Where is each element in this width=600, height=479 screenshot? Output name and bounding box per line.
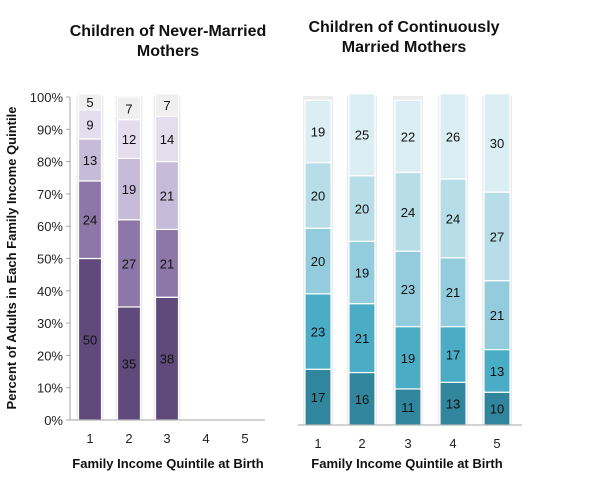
data-label: 5 — [86, 95, 93, 110]
data-label: 11 — [401, 400, 415, 415]
y-tick-label: 30% — [37, 316, 63, 331]
data-label: 21 — [490, 308, 504, 323]
y-tick-label: 60% — [37, 219, 63, 234]
chart-title-line-1: Children of Continuously — [308, 19, 499, 36]
bar-segment-q2-s5 — [116, 96, 142, 121]
bar-segment-q1-s4 — [304, 162, 332, 229]
data-label: 19 — [355, 265, 369, 280]
data-label: 27 — [490, 229, 504, 244]
bar-segment-q1-s5 — [77, 93, 103, 111]
data-label: 20 — [311, 188, 325, 203]
y-tick-label: 10% — [37, 381, 63, 396]
chart-title-line-1: Children of Never-Married — [70, 23, 266, 40]
bar-segment-q1-s5 — [304, 99, 332, 164]
bar-segment-q2-s5 — [348, 93, 376, 177]
x-tick-label: 2 — [125, 431, 132, 446]
data-label: 38 — [160, 352, 174, 367]
bar-segment-q2-s1 — [348, 371, 376, 426]
x-tick-label: 1 — [314, 436, 321, 451]
bar-segment-q3-s5 — [154, 93, 180, 117]
data-label: 9 — [86, 117, 93, 132]
data-label: 12 — [122, 132, 136, 147]
never-married-chart: Children of Never-Married Mothers 0% 10% 2… — [4, 23, 266, 471]
data-label: 21 — [355, 331, 369, 346]
data-label: 19 — [122, 182, 136, 197]
x-tick-label: 3 — [404, 436, 411, 451]
y-tick-label: 80% — [37, 155, 63, 170]
bar-segment-q3-s2 — [394, 326, 422, 390]
y-axis-label: Percent of Adults in Each Family Income … — [4, 107, 19, 410]
data-label: 13 — [446, 397, 460, 412]
data-label: 20 — [311, 254, 325, 269]
bar-segment-q3-s4 — [394, 171, 422, 252]
x-tick-label: 4 — [202, 431, 209, 446]
y-tick-label: 100% — [30, 90, 64, 105]
data-label: 16 — [355, 392, 369, 407]
data-label: 30 — [490, 136, 504, 151]
y-tick-label: 90% — [37, 122, 63, 137]
y-tick-label: 20% — [37, 348, 63, 363]
bar-segment-q3-s3 — [394, 250, 422, 328]
bar-segment-q3-s5 — [394, 99, 422, 174]
x-axis-label: Family Income Quintile at Birth — [72, 456, 263, 471]
bar-segment-q5-s2 — [483, 348, 511, 393]
data-label: 21 — [160, 189, 174, 204]
x-tick-label: 5 — [493, 436, 500, 451]
data-label: 21 — [160, 256, 174, 271]
x-tick-label: 4 — [449, 436, 456, 451]
data-label: 10 — [490, 402, 504, 417]
x-tick-label: 2 — [358, 436, 365, 451]
continuously-married-chart: Children of Continuously Married Mothers… — [298, 19, 522, 471]
data-label: 50 — [83, 332, 97, 347]
data-label: 22 — [401, 129, 415, 144]
bar-segment-q1-s2 — [304, 293, 332, 370]
bar-segment-q1-s3 — [304, 227, 332, 295]
data-label: 23 — [311, 325, 325, 340]
bar-segment-q1-s1 — [304, 368, 332, 426]
bar-segment-q2-s3 — [348, 240, 376, 305]
data-label: 13 — [490, 364, 504, 379]
data-label: 21 — [446, 285, 460, 300]
x-tick-label: 1 — [86, 431, 93, 446]
data-label: 24 — [83, 213, 97, 228]
data-label: 20 — [355, 202, 369, 217]
y-tick-label: 0% — [44, 413, 63, 428]
data-label: 17 — [446, 347, 460, 362]
data-label: 14 — [160, 132, 174, 147]
x-axis-label: Family Income Quintile at Birth — [311, 456, 502, 471]
data-label: 17 — [311, 390, 325, 405]
bar-segment-q5-s3 — [483, 280, 511, 351]
data-label: 19 — [401, 351, 415, 366]
bar-segment-q4-s5 — [439, 93, 467, 180]
data-label: 27 — [122, 256, 136, 271]
data-label: 19 — [311, 124, 325, 139]
bar-segment-q2-s4 — [348, 175, 376, 242]
chart-title-line-2: Married Mothers — [342, 39, 467, 56]
data-label: 35 — [122, 356, 136, 371]
bar-segment-q5-s4 — [483, 191, 511, 282]
x-tick-label: 5 — [241, 431, 248, 446]
data-label: 7 — [163, 98, 170, 113]
data-label: 7 — [125, 101, 132, 116]
data-label: 26 — [446, 129, 460, 144]
bar-segment-q4-s2 — [439, 326, 467, 383]
data-label: 24 — [446, 211, 460, 226]
y-tick-label: 70% — [37, 187, 63, 202]
data-label: 23 — [401, 282, 415, 297]
y-tick-label: 40% — [37, 284, 63, 299]
chart-title-line-2: Mothers — [137, 43, 199, 60]
y-tick-label: 50% — [37, 252, 63, 267]
bar-segment-q5-s5 — [483, 93, 511, 193]
data-label: 24 — [401, 205, 415, 220]
data-label: 13 — [83, 153, 97, 168]
x-tick-label: 3 — [163, 431, 170, 446]
data-label: 25 — [355, 128, 369, 143]
